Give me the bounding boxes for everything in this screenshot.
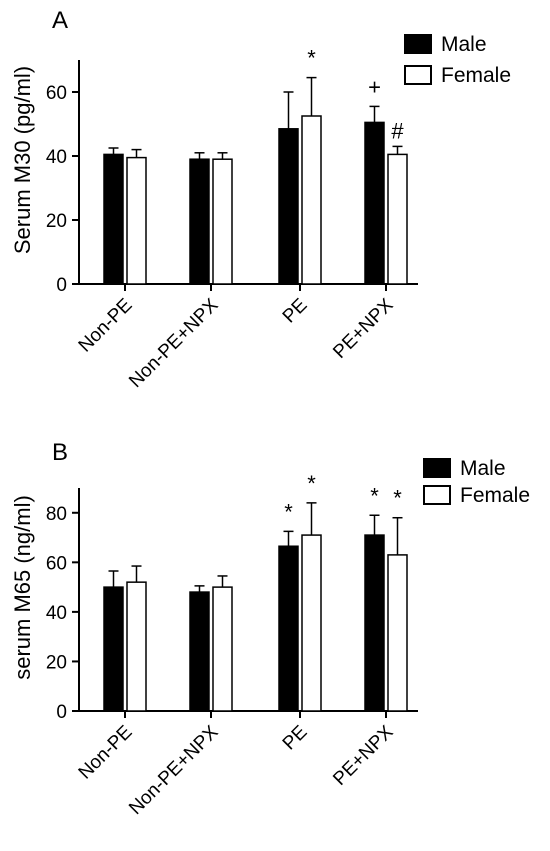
y-tick-label: 0 (56, 275, 67, 296)
y-tick-label: 20 (46, 652, 67, 673)
bar-female (212, 586, 233, 712)
x-tick-label: Non-PE (75, 295, 137, 357)
y-tick-label: 20 (46, 211, 67, 232)
chart-panel-a: A 0 20 40 60 Serum M30 (pg/ml) Non-PENon-PE+NP… (10, 7, 511, 392)
significance-marker: * (284, 499, 293, 524)
bar-male (278, 545, 299, 712)
y-tick-label: 0 (56, 702, 67, 723)
y-axis-title: serum M65 (ng/ml) (10, 495, 35, 680)
bar-female (301, 115, 322, 285)
legend-label: Male (460, 457, 506, 480)
y-tick-label: 80 (46, 504, 67, 525)
significance-marker: + (368, 74, 381, 99)
significance-marker: # (391, 118, 404, 143)
bar-male (103, 586, 124, 712)
y-tick-label: 60 (46, 553, 67, 574)
panel-label: A (52, 7, 68, 34)
bar-male (278, 128, 299, 285)
x-tick-label: PE (279, 722, 312, 755)
bar-male (189, 158, 210, 285)
legend-swatch-female (404, 65, 432, 85)
x-tick-label: PE+NPX (329, 721, 397, 789)
y-axis-title: Serum M30 (pg/ml) (10, 66, 35, 254)
significance-marker: * (393, 486, 402, 511)
legend-label: Female (441, 64, 511, 87)
bar-female (126, 156, 147, 285)
legend-swatch-male (404, 34, 432, 54)
legend-swatch-female (423, 485, 451, 505)
bar-male (189, 591, 210, 712)
bar-female (387, 554, 408, 712)
panel-label: B (52, 439, 68, 466)
y-tick-label: 40 (46, 603, 67, 624)
chart-panel-b: B 0 20 40 60 80 serum M65 (ng/ml) Non-PENon-PE+… (10, 439, 530, 819)
x-tick-label: Non-PE+NPX (125, 294, 223, 392)
bar-male (364, 121, 385, 285)
x-tick-label: Non-PE+NPX (125, 721, 223, 819)
bar-female (387, 153, 408, 285)
y-tick-label: 40 (46, 147, 67, 168)
legend-label: Male (441, 33, 487, 56)
legend-swatch-male (423, 458, 451, 478)
legend-label: Female (460, 484, 530, 507)
bar-female (212, 158, 233, 285)
bar-male (103, 153, 124, 285)
significance-marker: * (307, 46, 316, 71)
x-tick-label: PE+NPX (329, 294, 397, 362)
significance-marker: * (307, 471, 316, 496)
significance-marker: * (370, 483, 379, 508)
y-tick-label: 60 (46, 83, 67, 104)
bar-female (301, 534, 322, 712)
x-tick-label: Non-PE (75, 722, 137, 784)
x-tick-label: PE (279, 295, 312, 328)
bar-male (364, 534, 385, 712)
bar-female (126, 581, 147, 712)
